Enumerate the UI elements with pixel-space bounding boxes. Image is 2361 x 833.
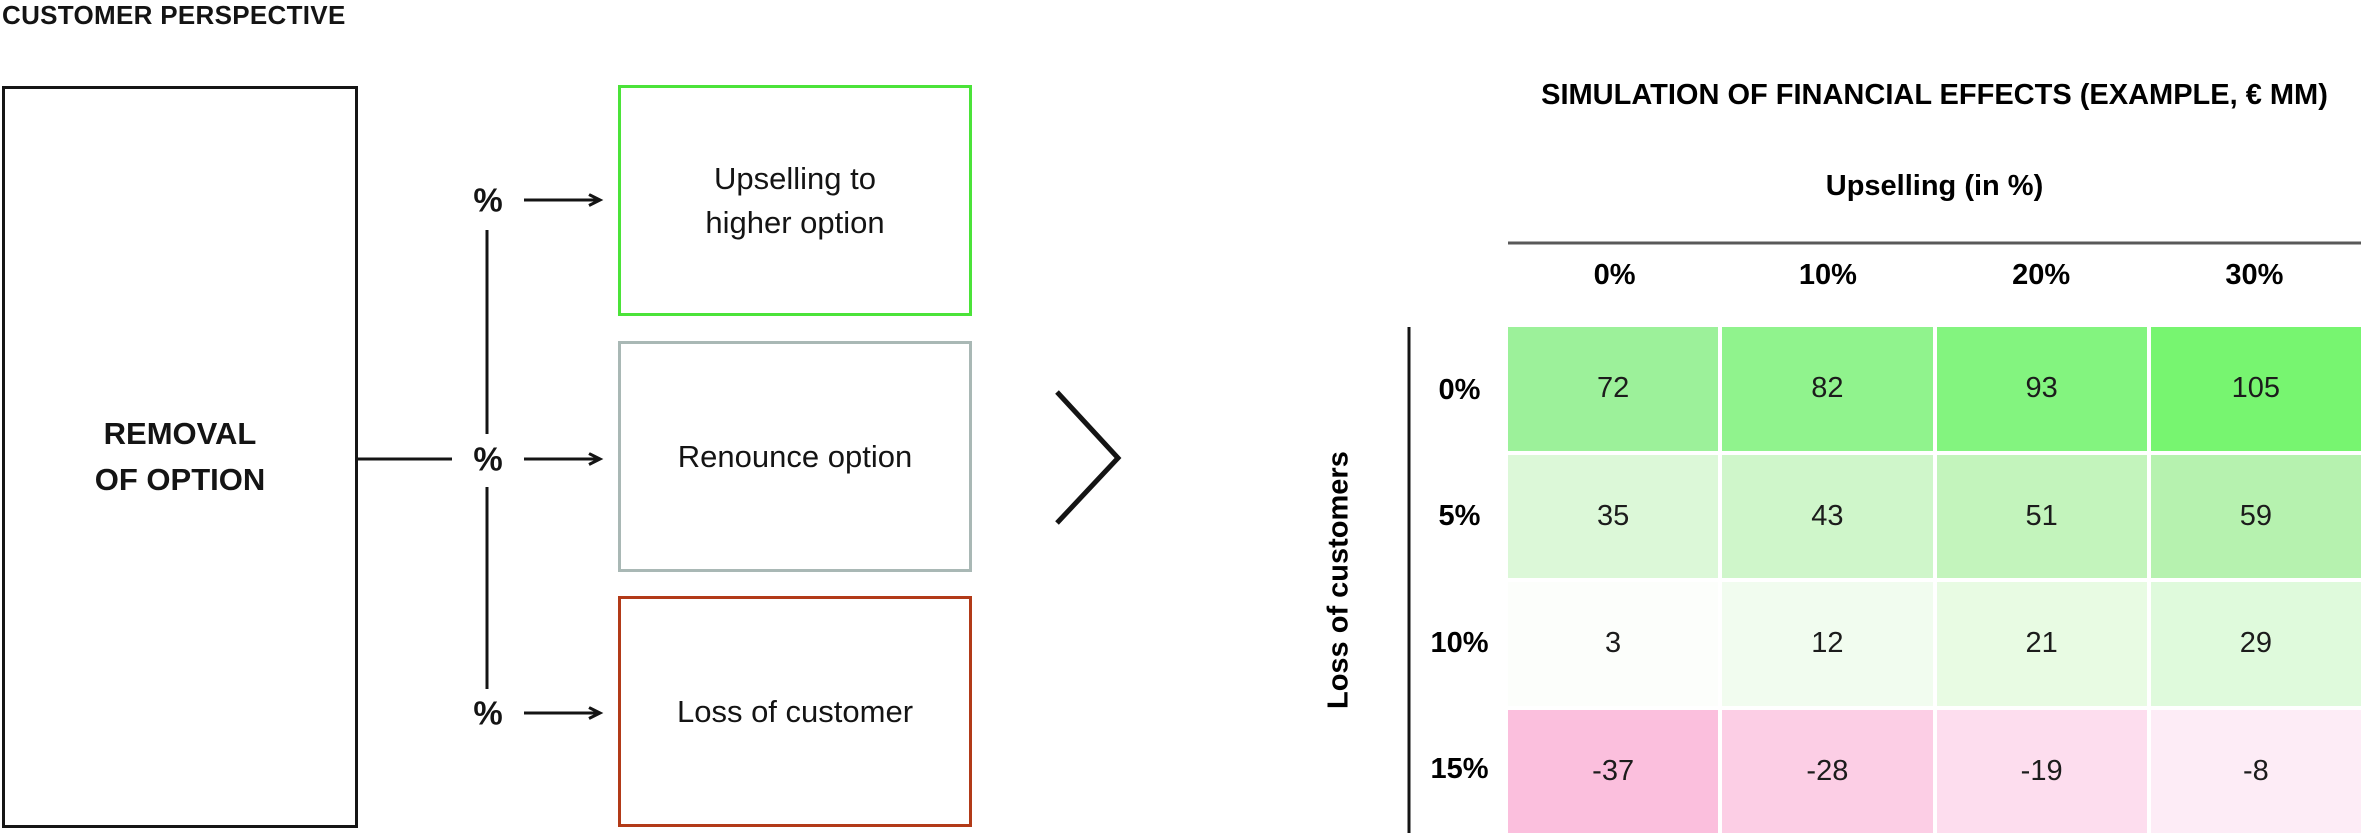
column-headers: 0% 10% 20% 30% [1508,250,2361,300]
renounce-option-box: Renounce option [618,341,972,572]
heatmap-cell: 59 [2150,454,2361,578]
heatmap-cell: 12 [1722,582,1933,706]
column-header: 30% [2225,258,2284,291]
heatmap-cell: -28 [1722,709,1933,833]
heatmap-cell: -37 [1508,709,1719,833]
percent-label-upselling: % [473,181,503,219]
heatmap-cell: 72 [1508,327,1719,451]
heatmap-cell: 21 [1936,582,2147,706]
upselling-box-label-line1: Upselling to [714,160,876,196]
source-box-label-line1: REMOVAL [103,416,257,451]
y-axis-title: Loss of customers [1322,451,1355,709]
upselling-box-label-line2: higher option [705,204,885,240]
heatmap-cell: 51 [1936,454,2147,578]
heatmap-cell: 43 [1722,454,1933,578]
x-axis-title: Upselling (in %) [1825,170,2044,202]
heatmap-cell: 82 [1722,327,1933,451]
table-title-line1: SIMULATION OF FINANCIAL EFFECTS [1541,79,2072,111]
row-header: 5% [1438,500,1481,533]
percent-label-renounce: % [473,440,503,478]
row-header: 15% [1430,753,1489,786]
upselling-box: Upselling to higher option [618,85,972,316]
row-header: 0% [1438,373,1481,406]
heatmap-cell: 35 [1508,454,1719,578]
loss-of-customer-box: Loss of customer [618,596,972,827]
column-header: 10% [1798,258,1857,291]
heatmap-cell: 29 [2150,582,2361,706]
renounce-box-label: Renounce option [677,438,913,474]
source-box-label-line2: OF OPTION [94,462,266,497]
row-header: 10% [1430,626,1489,659]
flow-chevron-icon [1055,390,1122,525]
column-header: 0% [1593,258,1636,291]
table-title: SIMULATION OF FINANCIAL EFFECTS (EXAMPLE… [1508,76,2361,114]
page-title: CUSTOMER PERSPECTIVE [2,0,346,30]
table-title-line2: (EXAMPLE, € MM) [2079,79,2328,111]
column-header: 20% [2012,258,2071,291]
heatmap-grid: 72 82 93 105 35 43 51 59 3 12 21 29 -37 -28 -19 -8 [1508,327,2361,833]
removal-of-option-box: REMOVAL OF OPTION [2,86,358,828]
heatmap-cell: 3 [1508,582,1719,706]
row-headers: 0% 5% 10% 15% [1411,327,1508,833]
heatmap-cell: -19 [1936,709,2147,833]
heatmap-cell: -8 [2150,709,2361,833]
percent-label-loss: % [473,694,503,732]
loss-box-label: Loss of customer [676,693,914,729]
heatmap-cell: 93 [1936,327,2147,451]
heatmap-cell: 105 [2150,327,2361,451]
